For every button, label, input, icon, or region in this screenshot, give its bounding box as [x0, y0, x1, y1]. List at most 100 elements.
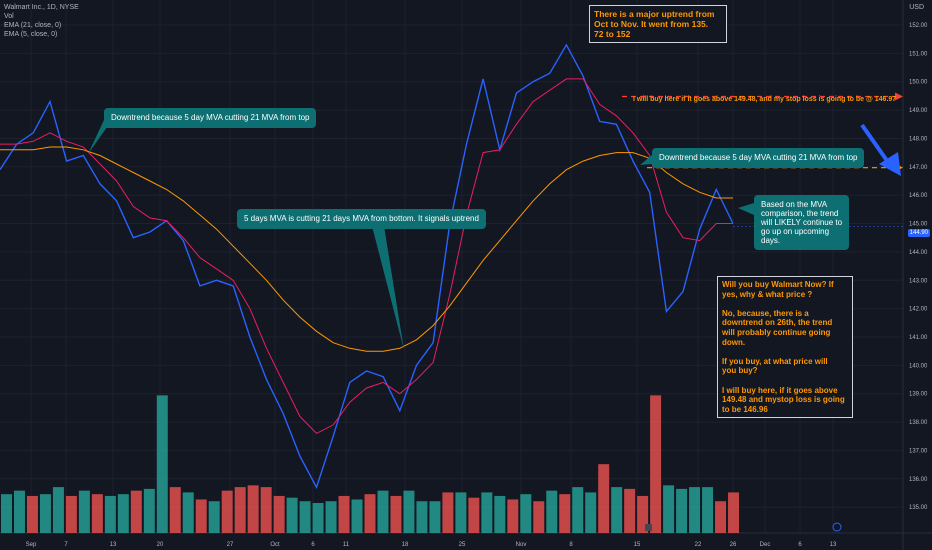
dividend-icon [832, 522, 842, 532]
volume-bar [468, 497, 480, 533]
uptrend-callout: 5 days MVA is cutting 21 days MVA from b… [237, 209, 486, 229]
volume-bar [663, 485, 675, 533]
currency-label: USD [909, 4, 924, 11]
volume-bar [715, 501, 727, 533]
volume-bar [52, 487, 64, 533]
volume-bar [1, 494, 12, 533]
volume-bar [364, 494, 376, 533]
volume-bar [559, 494, 571, 533]
volume-bar [520, 494, 532, 533]
volume-bar [247, 485, 259, 533]
volume-bar [507, 499, 519, 533]
mva-callout: Based on the MVA comparison, the trend w… [754, 195, 850, 250]
x-tick-label: 6 [311, 542, 315, 548]
uptrend-annotation: There is a major uptrend from Oct to Nov… [589, 5, 727, 43]
ema21-line [0, 78, 733, 435]
x-tick-label: Dec [760, 542, 771, 548]
ema-long-line [0, 146, 733, 352]
volume-bar [546, 490, 558, 533]
event-icon [645, 524, 652, 531]
x-tick-label: 8 [569, 542, 573, 548]
down-arrow-shaft [860, 123, 892, 167]
volume-bar [78, 490, 90, 533]
volume-bar [494, 495, 506, 533]
volume-bar [65, 495, 77, 533]
volume-bar [481, 492, 493, 533]
volume-bar [312, 503, 324, 533]
y-tick-label: 143.00 [909, 278, 928, 284]
volume-bar [182, 492, 194, 533]
x-tick-label: 15 [634, 542, 641, 548]
volume-bar [689, 487, 701, 533]
volume-bar [611, 487, 623, 533]
y-tick-label: 150.00 [909, 80, 928, 86]
y-tick-label: 148.00 [909, 136, 928, 142]
question-annotation: Will you buy Walmart Now? If yes, why & … [717, 276, 853, 419]
x-tick-label: 25 [459, 542, 466, 548]
volume-bar [26, 495, 38, 533]
volume-bar [117, 494, 129, 533]
x-tick-label: Oct [270, 542, 280, 548]
callout-pointer-4 [738, 203, 754, 215]
legend-ema21: EMA (21, close, 0) [4, 22, 62, 29]
volume-bar [221, 490, 233, 533]
volume-bar [234, 487, 246, 533]
volume-bar [455, 492, 467, 533]
y-tick-label: 141.00 [909, 335, 928, 341]
x-tick-label: 11 [343, 542, 350, 548]
x-tick-label: 27 [227, 542, 234, 548]
callout-pointer-3 [640, 155, 652, 165]
x-tick-label: 13 [830, 542, 837, 548]
y-tick-label: 144.00 [909, 250, 928, 256]
volume-bar [390, 495, 402, 533]
y-tick-label: 137.00 [909, 448, 928, 454]
volume-bar [169, 487, 181, 533]
downtrend-callout-2: Downtrend because 5 day MVA cutting 21 M… [652, 148, 865, 168]
y-tick-label: 151.00 [909, 51, 928, 57]
volume-bar [637, 495, 649, 533]
volume-bar [39, 494, 51, 533]
legend-symbol: Walmart Inc., 1D, NYSE [4, 4, 79, 11]
volume-bar [273, 495, 285, 533]
y-tick-label: 136.00 [909, 477, 928, 483]
volume-bar [143, 488, 155, 533]
volume-bar [572, 487, 584, 533]
volume-bar [728, 492, 739, 533]
y-tick-label: 149.00 [909, 108, 928, 114]
y-tick-label: 138.00 [909, 420, 928, 426]
x-tick-label: Sep [26, 542, 37, 548]
volume-bar [260, 487, 272, 533]
volume-bar [442, 492, 454, 533]
legend-ema5: EMA (5, close, 0) [4, 31, 58, 38]
x-tick-label: 18 [402, 542, 409, 548]
volume-bar [676, 488, 688, 533]
volume-bar [13, 490, 25, 533]
volume-bar [104, 495, 116, 533]
y-tick-label: 135.00 [909, 505, 928, 511]
callout-pointer-2 [372, 226, 404, 350]
x-tick-label: 26 [730, 542, 737, 548]
volume-bar [156, 395, 168, 533]
volume-bar [416, 501, 428, 533]
volume-bar [585, 492, 597, 533]
chart-legend: Walmart Inc., 1D, NYSE Vol EMA (21, clos… [4, 3, 79, 39]
volume-bar [208, 501, 220, 533]
x-tick-label: 7 [64, 542, 68, 548]
y-tick-label: 152.00 [909, 23, 928, 29]
x-tick-label: 22 [695, 542, 702, 548]
callout-pointer-1 [88, 120, 112, 154]
volume-bar [130, 490, 142, 533]
x-tick-label: 6 [798, 542, 802, 548]
volume-bar [299, 501, 311, 533]
volume-bar [195, 499, 207, 533]
volume-bar [403, 490, 415, 533]
y-tick-label: 139.00 [909, 392, 928, 398]
volume-bar [377, 490, 389, 533]
y-tick-label: 140.00 [909, 363, 928, 369]
volume-bar [598, 464, 610, 533]
volume-bar [338, 495, 350, 533]
y-tick-label: 147.00 [909, 165, 928, 171]
x-tick-label: 13 [110, 542, 117, 548]
volume-bar [286, 497, 298, 533]
